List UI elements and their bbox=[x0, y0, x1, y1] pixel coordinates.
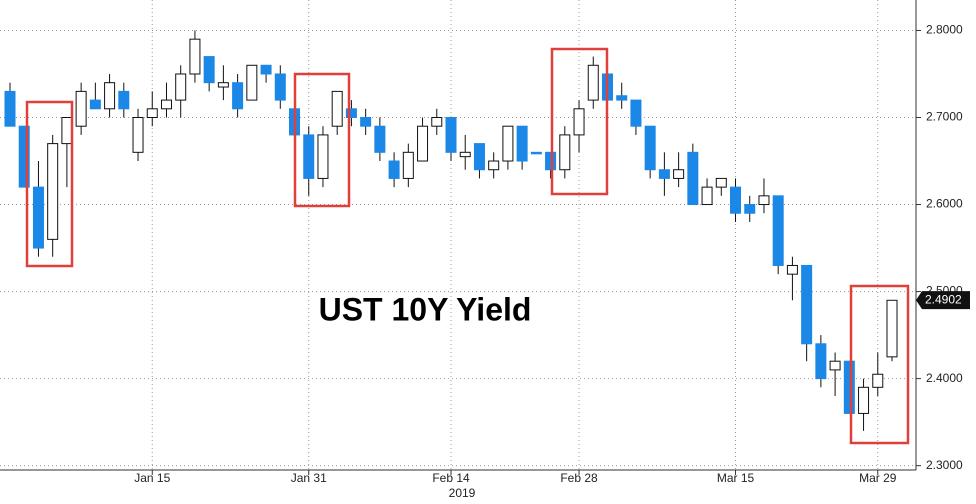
y-tick-label: 2.4000 bbox=[926, 371, 963, 385]
candle-body bbox=[687, 151, 699, 206]
candle-body bbox=[801, 264, 813, 345]
candle-body bbox=[232, 82, 244, 110]
last-value-label: 2.4902 bbox=[925, 292, 962, 306]
candle-body bbox=[417, 125, 429, 162]
candle-body bbox=[217, 82, 229, 88]
candle-body bbox=[587, 64, 599, 101]
candle-body bbox=[388, 160, 400, 179]
last-value-marker bbox=[916, 291, 970, 310]
candle-body bbox=[89, 99, 101, 110]
highlight-box bbox=[550, 47, 609, 196]
candle-body bbox=[274, 73, 286, 101]
candle-body bbox=[246, 64, 258, 101]
candle-body bbox=[360, 117, 372, 127]
candle-body bbox=[4, 90, 16, 127]
candle-body bbox=[744, 204, 756, 214]
x-tick-label: Mar 15 bbox=[717, 471, 755, 485]
candle-body bbox=[32, 186, 44, 249]
candle-body bbox=[104, 82, 116, 110]
y-tick-label: 2.7000 bbox=[926, 110, 963, 124]
candle-body bbox=[673, 169, 685, 179]
candle-body bbox=[61, 117, 73, 145]
candle-body bbox=[829, 360, 841, 371]
year-label: 2019 bbox=[449, 486, 476, 500]
candle-body bbox=[530, 151, 542, 155]
y-tick-label: 2.8000 bbox=[926, 23, 963, 37]
last-value-tag: 2.4902 bbox=[916, 291, 970, 310]
candle-body bbox=[786, 264, 798, 275]
candle-body bbox=[772, 195, 784, 266]
candle-body bbox=[730, 186, 742, 214]
x-tick-label: Feb 28 bbox=[560, 471, 598, 485]
highlight-box bbox=[25, 100, 74, 268]
candle-body bbox=[431, 117, 443, 127]
candle-body bbox=[118, 90, 130, 110]
candle-body bbox=[886, 299, 898, 358]
y-tick-label: 2.6000 bbox=[926, 197, 963, 211]
candle-body bbox=[573, 108, 585, 136]
candle-body bbox=[203, 56, 215, 84]
candle-body bbox=[715, 177, 727, 188]
candle-body bbox=[616, 95, 628, 101]
candle-body bbox=[559, 134, 571, 171]
candle-body bbox=[374, 125, 386, 153]
highlight-box bbox=[293, 72, 351, 208]
candle-body bbox=[858, 386, 870, 414]
candle-body bbox=[545, 151, 557, 171]
plot bbox=[0, 0, 921, 475]
candle-body bbox=[132, 117, 144, 153]
candle-body bbox=[630, 99, 642, 127]
x-tick-label: Jan 15 bbox=[134, 471, 170, 485]
candle-body bbox=[402, 151, 414, 179]
candle-body bbox=[345, 108, 357, 118]
candle-body bbox=[872, 373, 884, 388]
x-tick-label: Feb 14 bbox=[432, 471, 470, 485]
candle-body bbox=[175, 73, 187, 101]
chart-title: UST 10Y Yield bbox=[319, 291, 532, 327]
candle-body bbox=[488, 160, 500, 171]
candle-body bbox=[146, 108, 158, 118]
candle-body bbox=[473, 143, 485, 171]
candle-body bbox=[459, 151, 471, 158]
x-tick-label: Mar 29 bbox=[859, 471, 897, 485]
candle-body bbox=[815, 343, 827, 380]
candle-body bbox=[445, 117, 457, 153]
candle-body bbox=[644, 125, 656, 171]
candle-body bbox=[758, 195, 770, 206]
candle-body bbox=[160, 99, 172, 110]
highlight-box bbox=[849, 284, 910, 445]
candle-body bbox=[701, 186, 713, 206]
y-tick-label: 2.3000 bbox=[926, 458, 963, 472]
x-tick-label: Jan 31 bbox=[291, 471, 327, 485]
candle-body bbox=[18, 125, 30, 188]
candle-body bbox=[75, 90, 87, 127]
candle-body bbox=[317, 134, 329, 179]
highlight-boxes bbox=[25, 47, 910, 445]
candle-body bbox=[47, 143, 59, 240]
candle-body bbox=[658, 169, 670, 179]
candle-body bbox=[516, 125, 528, 162]
candle-body bbox=[189, 38, 201, 75]
candle-body bbox=[843, 360, 855, 414]
candle-body bbox=[303, 134, 315, 179]
candle-body bbox=[260, 64, 272, 75]
candle-body bbox=[331, 90, 343, 127]
candle-body bbox=[502, 125, 514, 162]
